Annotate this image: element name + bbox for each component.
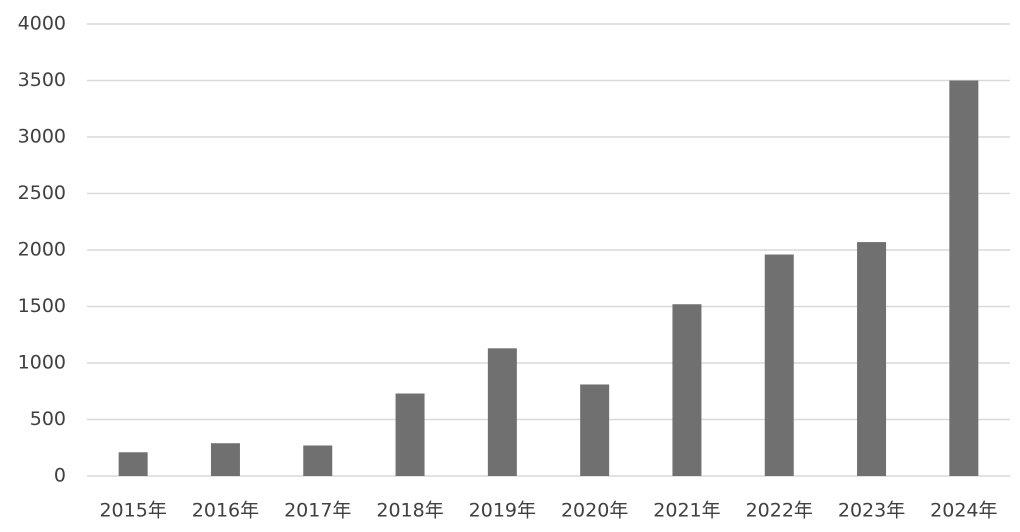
x-tick-label: 2022年: [746, 500, 813, 522]
y-tick-label: 4000: [18, 13, 66, 35]
bar: [487, 348, 517, 476]
x-tick-label: 2024年: [930, 500, 997, 522]
bar: [949, 80, 979, 476]
x-tick-label: 2017年: [284, 500, 351, 522]
bar: [118, 452, 148, 476]
bar: [764, 254, 794, 476]
y-tick-label: 0: [54, 465, 66, 487]
bar: [210, 443, 240, 476]
y-tick-label: 500: [30, 408, 66, 430]
x-tick-label: 2016年: [192, 500, 259, 522]
bar: [580, 384, 610, 476]
y-tick-label: 1500: [18, 295, 66, 317]
x-tick-label: 2018年: [376, 500, 443, 522]
x-tick-label: 2023年: [838, 500, 905, 522]
bar: [303, 445, 333, 476]
y-tick-label: 3000: [18, 126, 66, 148]
y-tick-label: 2000: [18, 239, 66, 261]
y-tick-label: 2500: [18, 182, 66, 204]
x-tick-label: 2021年: [653, 500, 720, 522]
y-tick-label: 1000: [18, 352, 66, 374]
x-tick-label: 2020年: [561, 500, 628, 522]
bar: [857, 242, 887, 476]
x-tick-label: 2015年: [99, 500, 166, 522]
bar: [672, 304, 702, 476]
bar: [395, 393, 425, 476]
y-tick-label: 3500: [18, 69, 66, 91]
x-tick-label: 2019年: [469, 500, 536, 522]
